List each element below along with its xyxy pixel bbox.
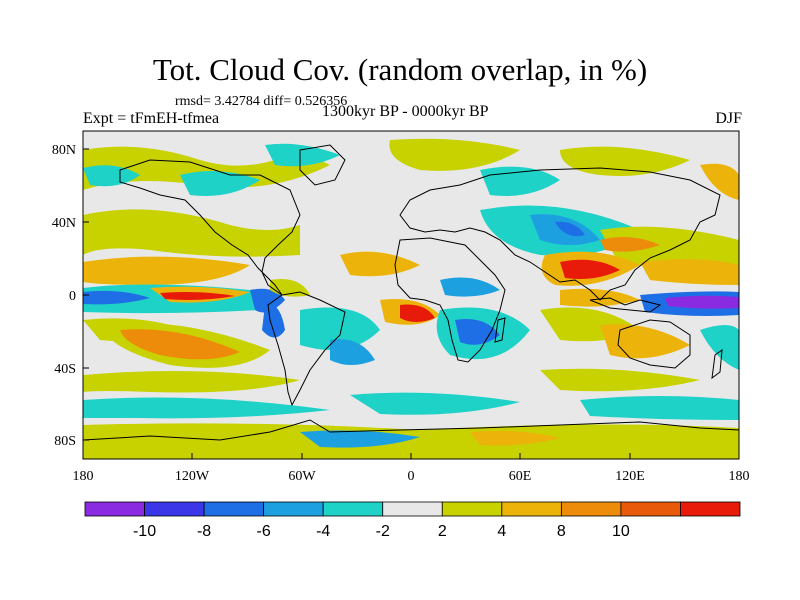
- anomaly-field: [265, 143, 340, 167]
- anomaly-field: [120, 329, 240, 360]
- anomaly-field: [300, 307, 380, 350]
- y-tick-label: 0: [69, 289, 76, 304]
- colorbar-swatch: [441, 501, 503, 517]
- colorbar-label: 8: [557, 523, 566, 540]
- colorbar-swatch: [501, 501, 562, 517]
- y-axis-labels: 80N 40N 0 40S 80S: [52, 143, 76, 449]
- anomaly-field: [350, 392, 520, 415]
- colorbar-swatch: [84, 501, 145, 517]
- y-tick-label: 40S: [54, 362, 76, 377]
- anomaly-field: [640, 259, 739, 285]
- y-tick-label: 40N: [52, 216, 76, 231]
- x-tick-label: 120W: [175, 469, 210, 484]
- anomaly-field: [83, 165, 140, 187]
- anomaly-field: [540, 368, 700, 392]
- coastline-south-america: [267, 291, 346, 407]
- anomaly-field: [83, 397, 330, 419]
- x-tick-label: 180: [73, 469, 94, 484]
- colorbar-swatch: [382, 501, 443, 517]
- x-tick-label: 60W: [288, 469, 316, 484]
- anomaly-field: [389, 138, 520, 171]
- anomaly-field: [440, 277, 500, 297]
- x-tick-label: 180: [729, 469, 750, 484]
- colorbar-swatch: [144, 501, 205, 517]
- map-plot-area: [83, 131, 739, 459]
- x-tick-label: 0: [408, 469, 415, 484]
- coastlines: [83, 144, 739, 441]
- anomaly-field: [600, 226, 739, 270]
- anomaly-field: [83, 209, 300, 257]
- colorbar-swatch: [620, 501, 681, 517]
- colorbar-label: 4: [497, 523, 506, 540]
- anomaly-field: [580, 396, 739, 420]
- anomaly-field: [455, 319, 500, 345]
- anomaly-field: [600, 236, 660, 252]
- anomaly-field: [83, 423, 739, 459]
- colorbar-label: -6: [257, 523, 271, 540]
- coastline-africa: [394, 237, 506, 363]
- anomaly-field: [250, 288, 285, 313]
- axis-ticks: [82, 148, 740, 459]
- colorbar-label: 2: [438, 523, 447, 540]
- coastline-north-america: [119, 159, 301, 296]
- colorbar-swatch: [322, 501, 384, 517]
- anomaly-field: [160, 292, 235, 300]
- anomaly-field: [555, 221, 585, 237]
- x-tick-label: 60E: [509, 469, 532, 484]
- x-axis-labels: 180 120W 60W 0 60E 120E 180: [73, 469, 750, 484]
- anomaly-field: [262, 304, 285, 338]
- colorbar-swatch: [680, 501, 741, 517]
- coastline-new-zealand: [711, 348, 723, 380]
- y-tick-label: 80S: [54, 434, 76, 449]
- anomaly-field: [700, 163, 739, 200]
- colorbar-swatch: [263, 501, 324, 517]
- period-label: 1300kyr BP - 0000kyr BP: [322, 103, 489, 120]
- season-label: DJF: [715, 110, 742, 127]
- coastline-madagascar: [494, 317, 506, 343]
- y-tick-label: 80N: [52, 143, 76, 158]
- anomaly-field: [665, 295, 739, 309]
- coastline-indonesia: [589, 297, 662, 313]
- anomaly-field: [83, 256, 250, 285]
- anomaly-field: [560, 259, 620, 279]
- colorbar-label: 10: [612, 523, 630, 540]
- map-title: Tot. Cloud Cov. (random overlap, in %): [152, 52, 648, 87]
- experiment-label: Expt = tFmEH-tfmea: [83, 110, 220, 127]
- anomaly-field: [340, 251, 420, 277]
- anomaly-field: [470, 430, 560, 446]
- anomaly-field: [330, 339, 375, 365]
- anomaly-field: [400, 304, 435, 322]
- anomaly-field: [180, 171, 260, 196]
- colorbar-label: -10: [133, 523, 156, 540]
- anomaly-field: [83, 290, 150, 305]
- stats-line: rmsd= 3.42784 diff= 0.526356: [175, 94, 348, 109]
- anomaly-field: [83, 371, 300, 393]
- colorbar-swatch: [203, 501, 265, 517]
- colorbar-label: -4: [316, 523, 330, 540]
- colorbar-swatch: [560, 501, 622, 517]
- colorbar-label: -8: [197, 523, 211, 540]
- coastline-eurasia: [399, 167, 721, 301]
- coastline-greenland: [299, 144, 346, 186]
- x-tick-label: 120E: [615, 469, 645, 484]
- colorbar-label: -2: [376, 523, 390, 540]
- anomaly-field: [700, 325, 739, 370]
- coastline-antarctica: [83, 419, 739, 441]
- colorbar-labels: -10 -8 -6 -4 -2 2 4 8 10: [133, 523, 630, 540]
- coastline-australia: [617, 319, 691, 369]
- anomaly-field: [300, 430, 420, 448]
- colorbar: [84, 501, 741, 517]
